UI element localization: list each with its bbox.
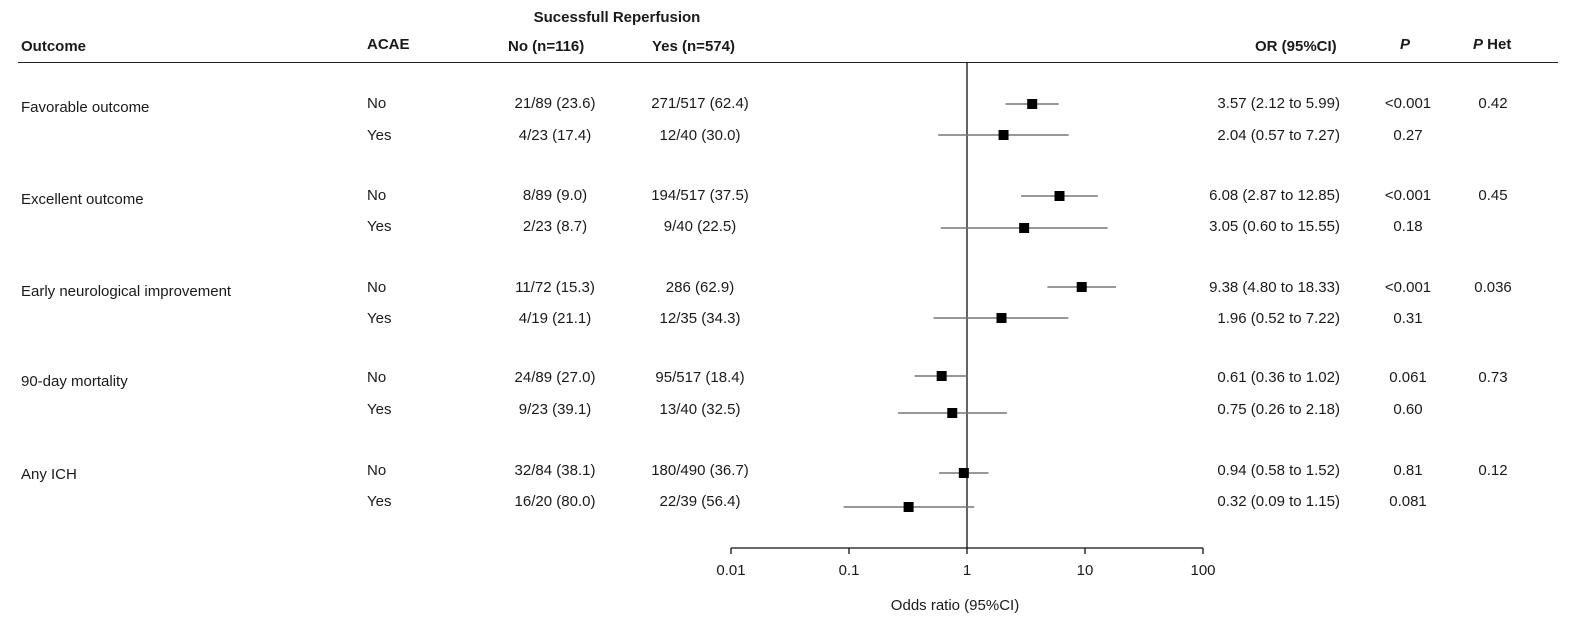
row-p-value: <0.001	[1384, 279, 1432, 296]
or-point-marker	[903, 502, 914, 512]
row-p-value: <0.001	[1384, 187, 1432, 204]
row-p-het: 0.45	[1478, 187, 1508, 204]
or-point-marker	[998, 130, 1009, 140]
row-no-count: 24/89 (27.0)	[514, 369, 596, 386]
row-yes-count: 271/517 (62.4)	[651, 95, 749, 112]
row-no-count: 16/20 (80.0)	[514, 493, 596, 510]
or-point-marker	[1076, 282, 1087, 292]
row-yes-count: 286 (62.9)	[665, 279, 735, 296]
col-header-p-het-p: P	[1473, 36, 1484, 53]
row-or-ci: 3.05 (0.60 to 15.55)	[1209, 218, 1340, 235]
row-yes-count: 13/40 (32.5)	[659, 401, 741, 418]
row-yes-count: 9/40 (22.5)	[663, 218, 737, 235]
row-p-het: 0.036	[1474, 279, 1512, 296]
row-or-ci: 6.08 (2.87 to 12.85)	[1209, 187, 1340, 204]
or-point-marker	[947, 408, 958, 418]
row-p-value: 0.27	[1393, 127, 1423, 144]
row-no-count: 21/89 (23.6)	[514, 95, 596, 112]
row-outcome: Any ICH	[21, 466, 77, 483]
row-no-count: 9/23 (39.1)	[518, 401, 592, 418]
or-point-marker	[936, 371, 947, 381]
row-p-het: 0.73	[1478, 369, 1508, 386]
row-yes-count: 22/39 (56.4)	[659, 493, 741, 510]
row-or-ci: 2.04 (0.57 to 7.27)	[1217, 127, 1340, 144]
row-yes-count: 12/35 (34.3)	[659, 310, 741, 327]
row-or-ci: 0.94 (0.58 to 1.52)	[1217, 462, 1340, 479]
row-no-count: 32/84 (38.1)	[514, 462, 596, 479]
row-no-count: 8/89 (9.0)	[522, 187, 588, 204]
group-title: Sucessfull Reperfusion	[533, 9, 701, 26]
row-p-value: 0.60	[1393, 401, 1423, 418]
row-p-value: 0.061	[1389, 369, 1427, 386]
row-p-value: <0.001	[1384, 95, 1432, 112]
row-p-het: 0.12	[1478, 462, 1508, 479]
row-acae: No	[367, 187, 387, 204]
row-outcome: 90-day mortality	[21, 373, 128, 390]
row-acae: Yes	[367, 218, 392, 235]
row-p-value: 0.18	[1393, 218, 1423, 235]
row-or-ci: 0.32 (0.09 to 1.15)	[1217, 493, 1340, 510]
row-or-ci: 1.96 (0.52 to 7.22)	[1217, 310, 1340, 327]
x-axis-title: Odds ratio (95%CI)	[890, 597, 1020, 614]
row-acae: Yes	[367, 493, 392, 510]
row-acae: No	[367, 95, 387, 112]
col-header-acae: ACAE	[367, 36, 410, 53]
row-outcome: Early neurological improvement	[21, 283, 232, 300]
row-p-het: 0.42	[1478, 95, 1508, 112]
col-header-or: OR (95%CI)	[1255, 38, 1337, 55]
row-acae: No	[367, 462, 387, 479]
x-tick-label: 1	[963, 562, 971, 579]
row-or-ci: 0.61 (0.36 to 1.02)	[1217, 369, 1340, 386]
x-tick-label: 0.01	[716, 562, 745, 579]
col-header-yes: Yes (n=574)	[652, 38, 735, 55]
col-header-p-het-label: Het	[1483, 36, 1512, 53]
or-point-marker	[996, 313, 1007, 323]
or-point-marker	[1027, 99, 1038, 109]
col-header-p: P	[1400, 36, 1411, 53]
col-header-outcome: Outcome	[21, 38, 87, 55]
row-no-count: 11/72 (15.3)	[515, 279, 595, 296]
header-rule	[18, 62, 1558, 63]
row-or-ci: 0.75 (0.26 to 2.18)	[1217, 401, 1340, 418]
row-acae: Yes	[367, 401, 392, 418]
x-tick-label: 0.1	[839, 562, 860, 579]
row-p-value: 0.31	[1393, 310, 1423, 327]
or-point-marker	[1054, 191, 1065, 201]
col-header-p-het: P Het	[1473, 36, 1511, 53]
row-yes-count: 180/490 (36.7)	[651, 462, 749, 479]
row-yes-count: 95/517 (18.4)	[655, 369, 745, 386]
row-outcome: Favorable outcome	[21, 99, 150, 116]
or-point-marker	[1019, 223, 1030, 233]
row-p-value: 0.81	[1393, 462, 1423, 479]
row-p-value: 0.081	[1389, 493, 1427, 510]
row-or-ci: 3.57 (2.12 to 5.99)	[1217, 95, 1340, 112]
x-tick-label: 10	[1077, 562, 1094, 579]
row-no-count: 4/23 (17.4)	[518, 127, 592, 144]
row-acae: Yes	[367, 310, 392, 327]
row-no-count: 4/19 (21.1)	[518, 310, 592, 327]
row-yes-count: 12/40 (30.0)	[659, 127, 741, 144]
row-no-count: 2/23 (8.7)	[522, 218, 588, 235]
or-point-marker	[958, 468, 969, 478]
row-or-ci: 9.38 (4.80 to 18.33)	[1209, 279, 1340, 296]
row-yes-count: 194/517 (37.5)	[651, 187, 749, 204]
x-tick-label: 100	[1190, 562, 1215, 579]
row-acae: No	[367, 279, 387, 296]
col-header-no: No (n=116)	[508, 38, 585, 55]
row-outcome: Excellent outcome	[21, 191, 144, 208]
row-acae: Yes	[367, 127, 392, 144]
row-acae: No	[367, 369, 387, 386]
